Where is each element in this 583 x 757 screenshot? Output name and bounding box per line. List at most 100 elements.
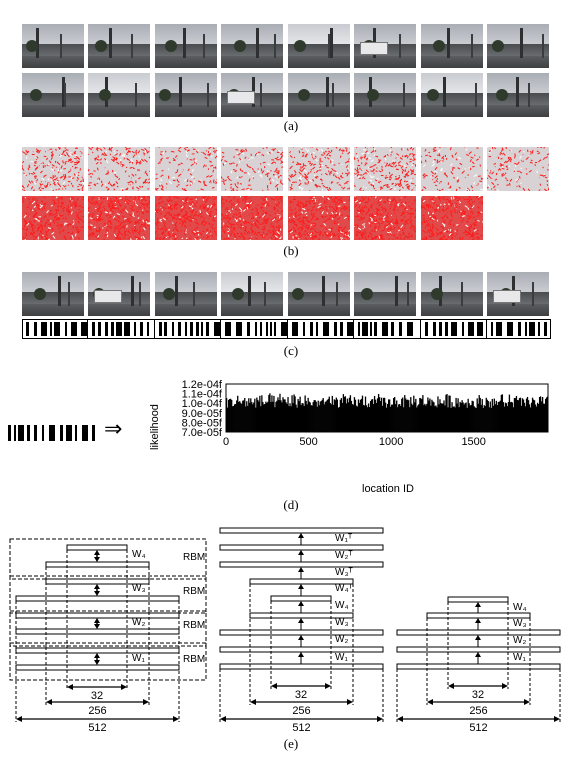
likelihood-bar bbox=[283, 399, 285, 432]
arrow-right-icon bbox=[143, 699, 149, 705]
likelihood-bar bbox=[376, 398, 379, 432]
code-bit bbox=[26, 322, 29, 336]
layer-bar bbox=[15, 647, 180, 654]
code-bit bbox=[310, 322, 313, 336]
code-bit bbox=[468, 322, 474, 336]
likelihood-bar bbox=[405, 398, 407, 432]
code-bit bbox=[477, 322, 483, 336]
likelihood-bar bbox=[472, 401, 474, 432]
layer-bar bbox=[396, 663, 561, 670]
likelihood-bar bbox=[294, 396, 296, 432]
likelihood-bar bbox=[352, 404, 355, 432]
scene-thumbnail bbox=[354, 24, 416, 68]
likelihood-bar bbox=[393, 398, 395, 432]
code-bit bbox=[14, 425, 16, 441]
code-bit bbox=[451, 322, 457, 336]
likelihood-bar bbox=[332, 404, 334, 432]
likelihood-bar bbox=[440, 403, 442, 432]
scene-thumbnail bbox=[288, 272, 350, 316]
likelihood-bar bbox=[451, 402, 453, 432]
likelihood-bar bbox=[310, 405, 312, 432]
likelihood-bar bbox=[362, 404, 365, 432]
likelihood-bar bbox=[506, 406, 509, 432]
rbm-label: RBM bbox=[183, 620, 205, 631]
likelihood-bar bbox=[349, 395, 352, 432]
code-separator bbox=[287, 320, 288, 338]
likelihood-bar bbox=[263, 404, 265, 432]
dimension-label: 512 bbox=[88, 722, 106, 734]
likelihood-bar bbox=[513, 398, 516, 432]
likelihood-bar bbox=[357, 399, 360, 432]
weight-label: W₄ᵀ bbox=[335, 583, 354, 594]
likelihood-bar bbox=[407, 399, 409, 432]
likelihood-bar bbox=[430, 405, 432, 432]
likelihood-bar bbox=[271, 395, 273, 432]
code-bit bbox=[34, 322, 37, 336]
scene-thumbnail bbox=[487, 24, 549, 68]
caption-e: (e) bbox=[283, 736, 299, 751]
query-code-strip bbox=[8, 423, 100, 441]
likelihood-bar bbox=[512, 407, 515, 432]
weight-label: W₁ᵀ bbox=[335, 533, 353, 544]
code-bit bbox=[164, 322, 167, 336]
likelihood-bar bbox=[259, 395, 261, 432]
arrow-up-icon bbox=[298, 618, 304, 623]
likelihood-bar bbox=[238, 402, 240, 432]
likelihood-bar bbox=[243, 400, 245, 432]
feature-map bbox=[155, 147, 217, 191]
likelihood-bar bbox=[287, 397, 289, 432]
binary-code-strip bbox=[22, 319, 551, 339]
likelihood-bar bbox=[392, 404, 394, 432]
code-bit bbox=[518, 322, 521, 336]
scene-thumbnail bbox=[354, 272, 416, 316]
code-bit bbox=[185, 322, 187, 336]
x-axis-label: location ID bbox=[362, 483, 414, 495]
code-bit bbox=[98, 322, 101, 336]
likelihood-bar bbox=[529, 407, 532, 432]
likelihood-bar bbox=[233, 405, 235, 432]
arrow-right-icon bbox=[173, 716, 179, 722]
likelihood-bar bbox=[304, 395, 306, 432]
likelihood-bar bbox=[359, 399, 362, 432]
likelihood-bar bbox=[535, 406, 538, 432]
arrow-left-icon bbox=[67, 684, 73, 690]
code-bit bbox=[303, 322, 305, 336]
code-bit bbox=[323, 322, 329, 336]
likelihood-bar bbox=[231, 399, 233, 432]
likelihood-bar bbox=[389, 399, 391, 432]
plot-frame bbox=[225, 383, 549, 433]
layer-bar bbox=[219, 663, 384, 670]
likelihood-bar bbox=[242, 400, 244, 432]
likelihood-bar bbox=[281, 402, 283, 432]
likelihood-bar bbox=[377, 393, 380, 432]
likelihood-bar bbox=[521, 398, 524, 432]
arrow-right-icon bbox=[554, 716, 560, 722]
caption-d: (d) bbox=[283, 497, 299, 512]
layer-bar bbox=[66, 544, 128, 551]
code-separator bbox=[87, 320, 88, 338]
likelihood-bar bbox=[538, 397, 541, 432]
code-bit bbox=[491, 322, 493, 336]
arrow-left-icon bbox=[271, 683, 277, 689]
scene-thumbnail bbox=[288, 73, 350, 117]
scene-thumbnail bbox=[421, 272, 483, 316]
likelihood-bar bbox=[444, 405, 446, 432]
likelihood-bar bbox=[298, 401, 300, 432]
likelihood-bar bbox=[230, 398, 232, 432]
likelihood-chart: likelihood location ID 7.0e-05f8.0e-05f9… bbox=[149, 379, 549, 495]
likelihood-bar bbox=[229, 399, 231, 432]
likelihood-bar bbox=[441, 403, 443, 432]
likelihood-bar bbox=[483, 405, 485, 432]
likelihood-bar bbox=[361, 395, 364, 432]
x-tick-label: 1000 bbox=[379, 436, 403, 448]
arrow-left-icon bbox=[16, 716, 22, 722]
likelihood-bar bbox=[487, 401, 489, 432]
likelihood-bar bbox=[390, 406, 392, 432]
code-bit bbox=[140, 322, 143, 336]
likelihood-bar bbox=[493, 398, 495, 432]
code-bit bbox=[374, 322, 377, 336]
likelihood-bar bbox=[385, 407, 388, 432]
code-bit bbox=[34, 425, 37, 441]
likelihood-bar bbox=[459, 401, 461, 432]
arrow-left-icon bbox=[46, 699, 52, 705]
